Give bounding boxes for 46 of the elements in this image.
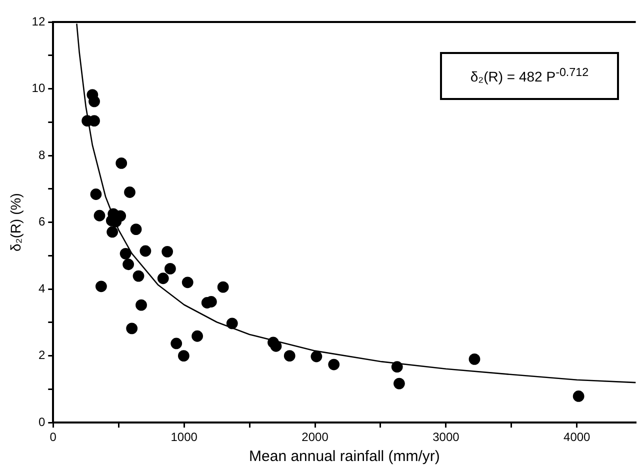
x-axis-title: Mean annual rainfall (mm/yr) <box>249 448 440 466</box>
x-tick-label: 0 <box>50 430 57 444</box>
point <box>106 226 118 238</box>
point <box>116 158 128 169</box>
y-tick-label: 8 <box>38 148 46 162</box>
point <box>391 361 403 373</box>
y-axis-title: δ₂(R) (%) <box>7 193 24 252</box>
point <box>226 318 238 330</box>
point <box>182 276 194 288</box>
point <box>572 390 584 402</box>
y-tick-label: 0 <box>38 414 46 429</box>
point <box>157 272 169 284</box>
point <box>217 281 229 293</box>
point <box>88 96 100 108</box>
point <box>122 258 134 270</box>
y-tick-label: 10 <box>32 81 46 96</box>
point <box>126 322 138 334</box>
point <box>130 224 142 236</box>
point <box>124 186 136 198</box>
point <box>328 358 340 370</box>
y-tick-label: 2 <box>38 348 46 362</box>
x-tick-label: 3000 <box>432 430 460 444</box>
point <box>164 263 176 274</box>
point <box>468 353 480 365</box>
point <box>120 248 132 260</box>
y-tick-label: 6 <box>38 214 46 229</box>
point <box>178 350 190 362</box>
x-tick-label: 2000 <box>302 430 329 444</box>
point <box>132 270 144 282</box>
x-tick-label: 4000 <box>564 430 591 444</box>
point <box>96 280 107 292</box>
point <box>136 299 147 311</box>
point <box>94 210 106 222</box>
point <box>170 338 182 350</box>
point <box>140 245 152 257</box>
point <box>394 378 405 390</box>
point <box>192 330 204 342</box>
point <box>162 246 174 258</box>
annotation: δ₂(R) = 482 P$^{-0.712}$ <box>469 66 590 85</box>
y-tick-label: 12 <box>32 14 46 28</box>
point <box>90 188 102 200</box>
point <box>310 350 322 362</box>
y-tick-label: 4 <box>38 281 46 296</box>
point <box>270 340 282 352</box>
point <box>284 350 296 362</box>
x-tick-label: 1000 <box>170 430 198 444</box>
